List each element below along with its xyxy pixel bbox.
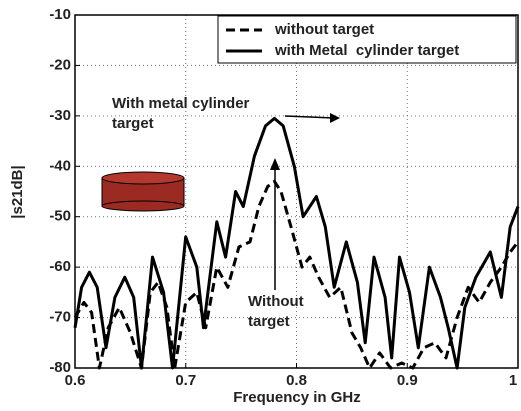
legend: without target with Metal cylinder targe… (217, 15, 517, 64)
x-tick-label: 0.8 (286, 372, 307, 389)
annotation: With metal cylinder (112, 95, 250, 112)
y-tick-label: -70 (49, 309, 71, 326)
legend-box (217, 15, 517, 64)
arrow (284, 115, 335, 119)
x-tick-label: 1 (509, 372, 517, 389)
y-tick-label: -30 (49, 107, 71, 124)
x-tick-label: 0.7 (175, 372, 196, 389)
plot (73, 116, 520, 370)
legend-label: with Metal cylinder target (274, 42, 459, 59)
arrowhead (330, 113, 340, 123)
annotation: Without (248, 293, 304, 310)
y-tick-label: -20 (49, 56, 71, 73)
annotation: target (112, 115, 154, 132)
y-tick-label: -10 (49, 6, 71, 23)
cylinder-icon (101, 171, 185, 212)
y-tick-label: -50 (49, 208, 71, 225)
annotation: target (248, 313, 290, 330)
x-tick-label: 0.9 (397, 372, 418, 389)
x-tick-label: 0.6 (65, 372, 86, 389)
y-tick-label: -60 (49, 258, 71, 275)
y-tick-label: -40 (49, 157, 71, 174)
x-axis-label: Frequency in GHz (233, 389, 361, 406)
y-tick-label: -80 (49, 359, 71, 376)
series-line (73, 116, 520, 370)
arrowhead (270, 158, 280, 170)
y-axis-label: |s21dB| (9, 165, 26, 218)
legend-label: without target (274, 21, 374, 38)
